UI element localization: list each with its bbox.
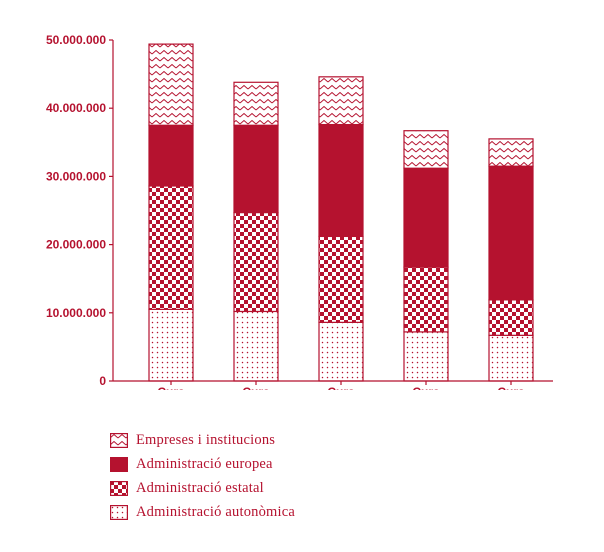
category-label-line1: Curs xyxy=(157,385,185,390)
category-label-line1: Curs xyxy=(497,385,525,390)
bar-segment-checker-2012 xyxy=(403,266,449,333)
y-tick-label: 50.000.000 xyxy=(46,33,106,47)
bar-segment-dots-2012 xyxy=(403,331,449,382)
bar-segment-zigzag-2011 xyxy=(318,76,364,126)
legend: Empreses i institucions Administració eur… xyxy=(110,428,295,524)
bar-segment-zigzag-2010 xyxy=(233,81,279,126)
bar-segment-checker-2009 xyxy=(148,185,194,310)
bar-segment-dots-2013 xyxy=(488,334,534,382)
stacked-bar-chart: Curs2009 Curs2010 Curs2011 Curs2012 Curs2013… xyxy=(46,33,553,390)
y-tick-label: 20.000.000 xyxy=(46,238,106,252)
legend-label: Administració autonòmica xyxy=(136,503,296,520)
bar-segment-zigzag-2009 xyxy=(148,43,194,126)
bar-segment-solid-2010 xyxy=(233,124,279,214)
legend-item-solid: Administració europea xyxy=(110,452,295,476)
labels-layer: Curs2009 Curs2010 Curs2011 Curs2012 Curs2013… xyxy=(46,33,525,390)
legend-swatch-solid xyxy=(110,456,128,472)
bar-segment-solid-2009 xyxy=(148,124,194,187)
bar-segment-solid-2011 xyxy=(318,123,364,238)
bar-segment-dots-2010 xyxy=(233,310,279,382)
bars-layer xyxy=(148,43,534,382)
legend-label: Administració estatal xyxy=(136,479,264,496)
category-label-2010: Curs2010 xyxy=(242,385,270,390)
legend-label: Administració europea xyxy=(136,455,273,472)
category-label-2012: Curs2012 xyxy=(412,385,440,390)
axes-layer xyxy=(109,39,553,385)
legend-item-zigzag: Empreses i institucions xyxy=(110,428,295,452)
category-label-line1: Curs xyxy=(242,385,270,390)
category-label-2013: Curs2013 xyxy=(497,385,525,390)
legend-label: Empreses i institucions xyxy=(136,431,276,448)
bar-segment-zigzag-2012 xyxy=(403,130,449,169)
category-label-2011: Curs2011 xyxy=(327,385,355,390)
bar-segment-dots-2011 xyxy=(318,321,364,382)
legend-swatch-zigzag xyxy=(110,432,128,448)
bar-segment-checker-2011 xyxy=(318,235,364,323)
bar-segment-checker-2010 xyxy=(233,211,279,313)
y-tick-label: 40.000.000 xyxy=(46,101,106,115)
category-label-line1: Curs xyxy=(412,385,440,390)
bar-segment-solid-2012 xyxy=(403,167,449,268)
category-label-line1: Curs xyxy=(327,385,355,390)
bar-segment-dots-2009 xyxy=(148,308,194,382)
bar-segment-checker-2013 xyxy=(488,299,534,336)
y-tick-label: 0 xyxy=(99,374,106,388)
legend-item-dots: Administració autonòmica xyxy=(110,500,295,524)
y-tick-label: 30.000.000 xyxy=(46,169,106,183)
bar-segment-solid-2013 xyxy=(488,165,534,301)
y-tick-label: 10.000.000 xyxy=(46,306,106,320)
legend-item-checker: Administració estatal xyxy=(110,476,295,500)
bar-segment-zigzag-2013 xyxy=(488,138,534,167)
legend-swatch-dots xyxy=(110,504,128,520)
category-label-2009: Curs2009 xyxy=(157,385,185,390)
legend-swatch-checker xyxy=(110,480,128,496)
